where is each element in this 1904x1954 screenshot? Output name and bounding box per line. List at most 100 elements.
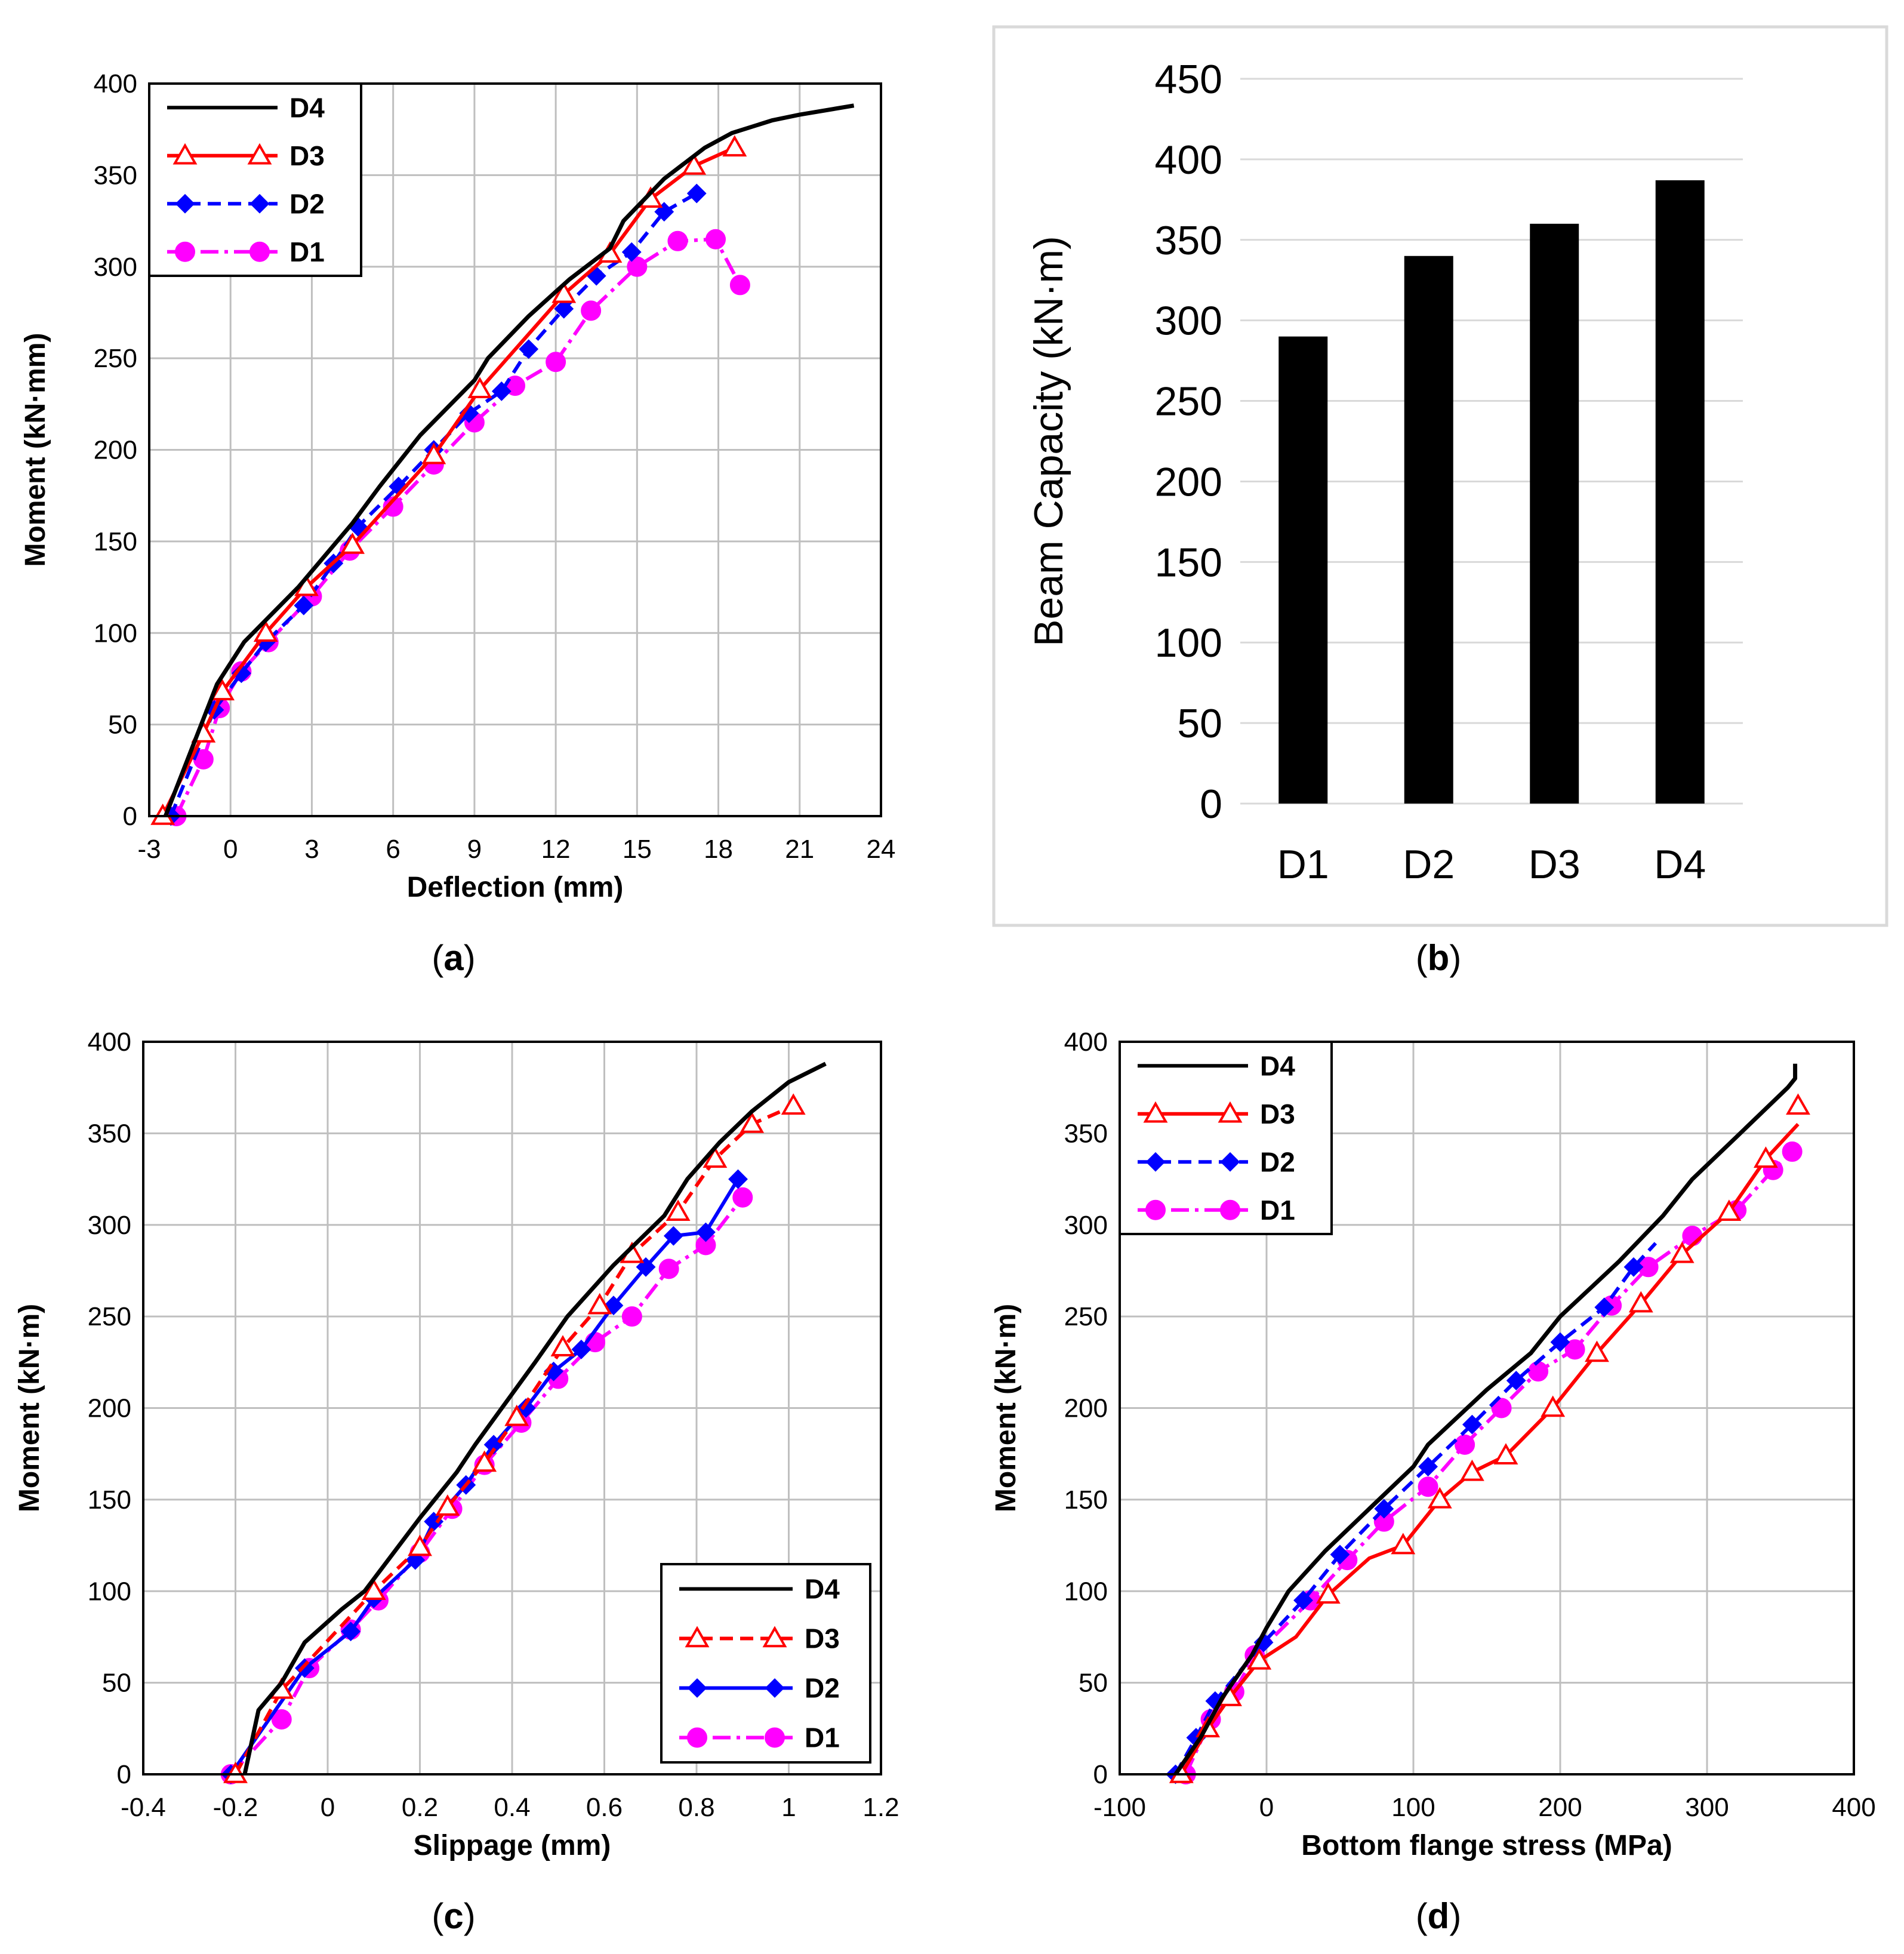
x-tick-label: 6 xyxy=(386,835,400,864)
y-tick-label: 400 xyxy=(94,69,137,99)
legend: D4 D3 D2 D1 xyxy=(660,1563,871,1764)
y-tick-label: 0 xyxy=(117,1760,131,1789)
plot-frame xyxy=(148,82,882,817)
data-point-marker xyxy=(1462,1414,1482,1435)
y-tick-label: 200 xyxy=(1155,459,1222,504)
data-point-marker xyxy=(729,275,750,296)
series-group xyxy=(1166,1063,1810,1784)
panel-c-slippage-chart: -0.4 -0.2 0 0.2 0.4 0.6 0.8 1 1.2 0 50 100 150 200 250… xyxy=(14,1027,899,1936)
data-point-marker xyxy=(1493,1443,1518,1465)
legend-marker xyxy=(765,1678,785,1698)
data-point-marker xyxy=(781,1093,806,1115)
data-point-marker xyxy=(294,595,314,616)
data-point-marker xyxy=(294,1658,315,1678)
data-point-marker xyxy=(667,230,688,251)
x-tick-label: D3 xyxy=(1529,842,1580,887)
panel-caption: (a) xyxy=(432,938,475,978)
x-tick-label: 0.4 xyxy=(494,1793,530,1822)
data-point-marker xyxy=(686,183,707,204)
legend-marker xyxy=(249,241,270,262)
data-point-marker xyxy=(663,1226,683,1246)
data-point-marker xyxy=(1594,1297,1615,1318)
data-point-marker xyxy=(1506,1371,1526,1390)
data-point-marker xyxy=(1418,1457,1438,1477)
data-point-marker xyxy=(1247,1648,1272,1670)
y-axis-title: Moment (kN·mm) xyxy=(20,333,51,567)
data-point-marker xyxy=(1717,1199,1742,1221)
panel-caption: (d) xyxy=(1416,1896,1462,1936)
data-point-marker xyxy=(1585,1340,1609,1362)
y-tick-label: 50 xyxy=(1177,701,1222,746)
data-point-marker xyxy=(1541,1395,1566,1417)
data-point-marker xyxy=(621,1306,642,1327)
series-d4 xyxy=(242,1061,827,1775)
panel-caption: (b) xyxy=(1416,938,1462,978)
legend-label-d4: D4 xyxy=(289,92,325,123)
y-tick-label: 300 xyxy=(1064,1211,1108,1240)
x-tick-label: 21 xyxy=(785,835,814,864)
x-tick-label: 400 xyxy=(1832,1793,1875,1822)
data-point-marker xyxy=(467,377,492,399)
x-tick-label: 12 xyxy=(541,835,571,864)
data-point-marker xyxy=(666,1199,691,1221)
x-tick-label: 0.8 xyxy=(678,1793,714,1822)
legend-marker xyxy=(172,143,198,165)
data-point-marker xyxy=(361,1578,386,1600)
legend-marker xyxy=(1145,1152,1166,1172)
y-tick-label: 400 xyxy=(1155,137,1222,183)
y-tick-label: 300 xyxy=(1155,299,1222,344)
legend-marker xyxy=(1220,1199,1240,1220)
x-tick-label: 24 xyxy=(867,835,896,864)
legend-marker xyxy=(247,143,272,165)
legend-marker xyxy=(1218,1101,1243,1123)
x-axis-title: Deflection (mm) xyxy=(407,872,624,903)
x-tick-label: -3 xyxy=(137,835,161,864)
data-point-marker xyxy=(1459,1459,1484,1481)
x-tick-label: 1 xyxy=(781,1793,796,1822)
data-point-marker xyxy=(554,299,574,319)
panel-caption: (c) xyxy=(432,1896,475,1936)
data-point-marker xyxy=(627,256,648,277)
data-point-marker xyxy=(504,1404,529,1426)
bar-d4 xyxy=(1655,180,1705,804)
series-line-d4 xyxy=(163,103,855,817)
data-point-marker xyxy=(621,242,642,262)
legend-label-d3: D3 xyxy=(1260,1098,1295,1130)
data-point-marker xyxy=(1293,1590,1313,1611)
data-point-marker xyxy=(658,1258,679,1279)
legend-label-d1: D1 xyxy=(289,236,325,267)
y-tick-label: 100 xyxy=(88,1577,131,1606)
series-line-d2 xyxy=(229,1178,740,1775)
y-tick-label: 150 xyxy=(88,1485,131,1515)
bar-d1 xyxy=(1278,336,1328,804)
x-tick-label: 0 xyxy=(223,835,238,864)
legend-label-d2: D2 xyxy=(1260,1146,1295,1177)
x-tick-label: 0.6 xyxy=(586,1793,623,1822)
legend-marker xyxy=(249,193,270,214)
series-line-d2 xyxy=(1173,1242,1657,1775)
series-line-d4 xyxy=(242,1061,827,1775)
data-point-marker xyxy=(383,496,403,517)
data-point-marker xyxy=(581,300,602,321)
legend-marker xyxy=(1143,1101,1168,1123)
data-point-marker xyxy=(1330,1544,1350,1565)
legend-label-d2: D2 xyxy=(805,1673,840,1704)
y-tick-label: 300 xyxy=(94,253,137,282)
y-tick-label: 50 xyxy=(108,710,137,740)
plot-frame xyxy=(1119,1041,1855,1775)
y-tick-label: 250 xyxy=(94,344,137,373)
legend: D4 D3 D2 D1 xyxy=(148,82,362,277)
data-point-marker xyxy=(210,679,235,701)
data-point-marker xyxy=(703,1146,728,1168)
series-d3 xyxy=(1169,1093,1810,1783)
y-tick-label: 200 xyxy=(1064,1394,1108,1423)
y-tick-label: 0 xyxy=(1093,1760,1108,1789)
data-point-marker xyxy=(1628,1291,1653,1313)
data-point-marker xyxy=(1564,1339,1585,1360)
data-point-marker xyxy=(1782,1141,1803,1162)
data-point-marker xyxy=(571,1339,591,1359)
data-point-marker xyxy=(1682,1226,1703,1247)
data-point-marker xyxy=(552,281,577,303)
x-tick-label: 9 xyxy=(467,835,482,864)
data-point-marker xyxy=(1427,1487,1452,1509)
